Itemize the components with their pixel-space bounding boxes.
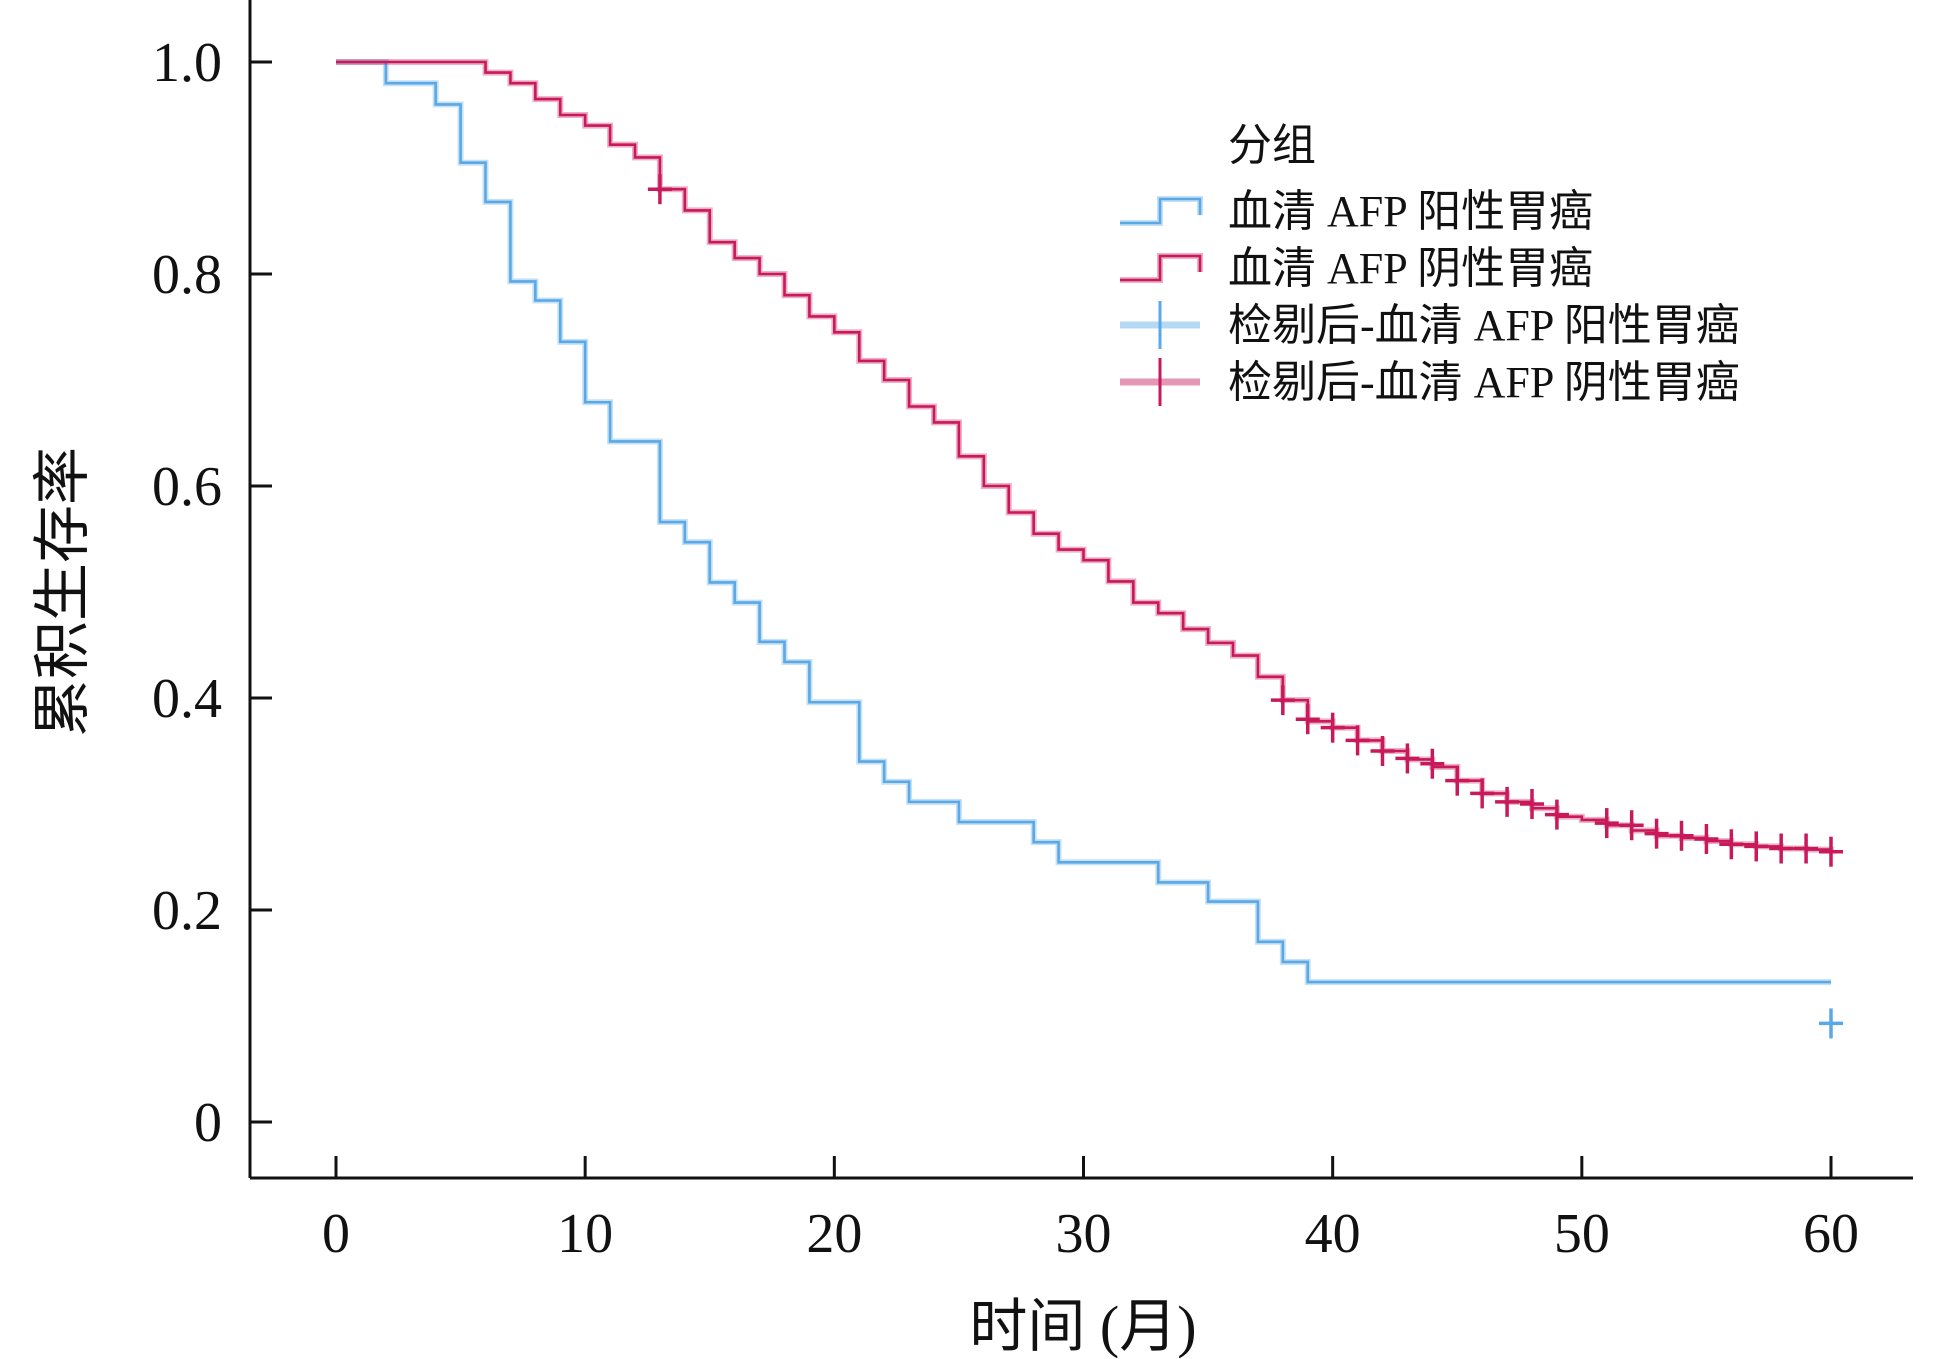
- y-tick-label: 0: [194, 1092, 222, 1154]
- series-line: [336, 60, 1833, 852]
- x-tick-label: 60: [1803, 1203, 1859, 1265]
- legend-step-swatch: [1120, 254, 1202, 282]
- series-line: [336, 60, 1831, 984]
- legend-step-swatch: [1120, 197, 1202, 225]
- legend-label: 血清 AFP 阴性胃癌: [1228, 244, 1593, 293]
- legend-label: 检剔后-血清 AFP 阳性胃癌: [1228, 301, 1740, 350]
- y-tick-label: 0.2: [152, 880, 222, 942]
- series-line-halo: [336, 59, 1834, 853]
- legend-title: 分组: [1228, 121, 1316, 170]
- legend-entry: 血清 AFP 阳性胃癌: [1120, 187, 1593, 236]
- y-tick-label: 0.8: [152, 244, 222, 306]
- y-tick-label: 1.0: [152, 32, 222, 94]
- x-tick-label: 50: [1554, 1203, 1610, 1265]
- x-axis-title: 时间 (月): [969, 1294, 1196, 1359]
- series-layer: [336, 59, 1843, 1039]
- legend-label: 检剔后-血清 AFP 阴性胃癌: [1228, 358, 1740, 407]
- legend-entry: 检剔后-血清 AFP 阴性胃癌: [1120, 358, 1740, 407]
- y-tick-label: 0.6: [152, 456, 222, 518]
- legend-label: 血清 AFP 阳性胃癌: [1228, 187, 1593, 236]
- legend-entry: 血清 AFP 阴性胃癌: [1120, 244, 1593, 293]
- legend-entry: 检剔后-血清 AFP 阳性胃癌: [1120, 301, 1740, 350]
- y-axis-title: 累积生存率: [30, 447, 95, 737]
- series-line-halo: [336, 59, 1831, 986]
- x-tick-label: 40: [1305, 1203, 1361, 1265]
- x-tick-label: 30: [1056, 1203, 1112, 1265]
- y-tick-label: 0.4: [152, 668, 222, 730]
- x-tick-label: 10: [557, 1203, 613, 1265]
- x-tick-label: 20: [806, 1203, 862, 1265]
- x-tick-label: 0: [322, 1203, 350, 1265]
- axes: 0 0.2 0.4 0.6 0.8 1.0 0 10 20 30 40 50 60: [152, 0, 1913, 1265]
